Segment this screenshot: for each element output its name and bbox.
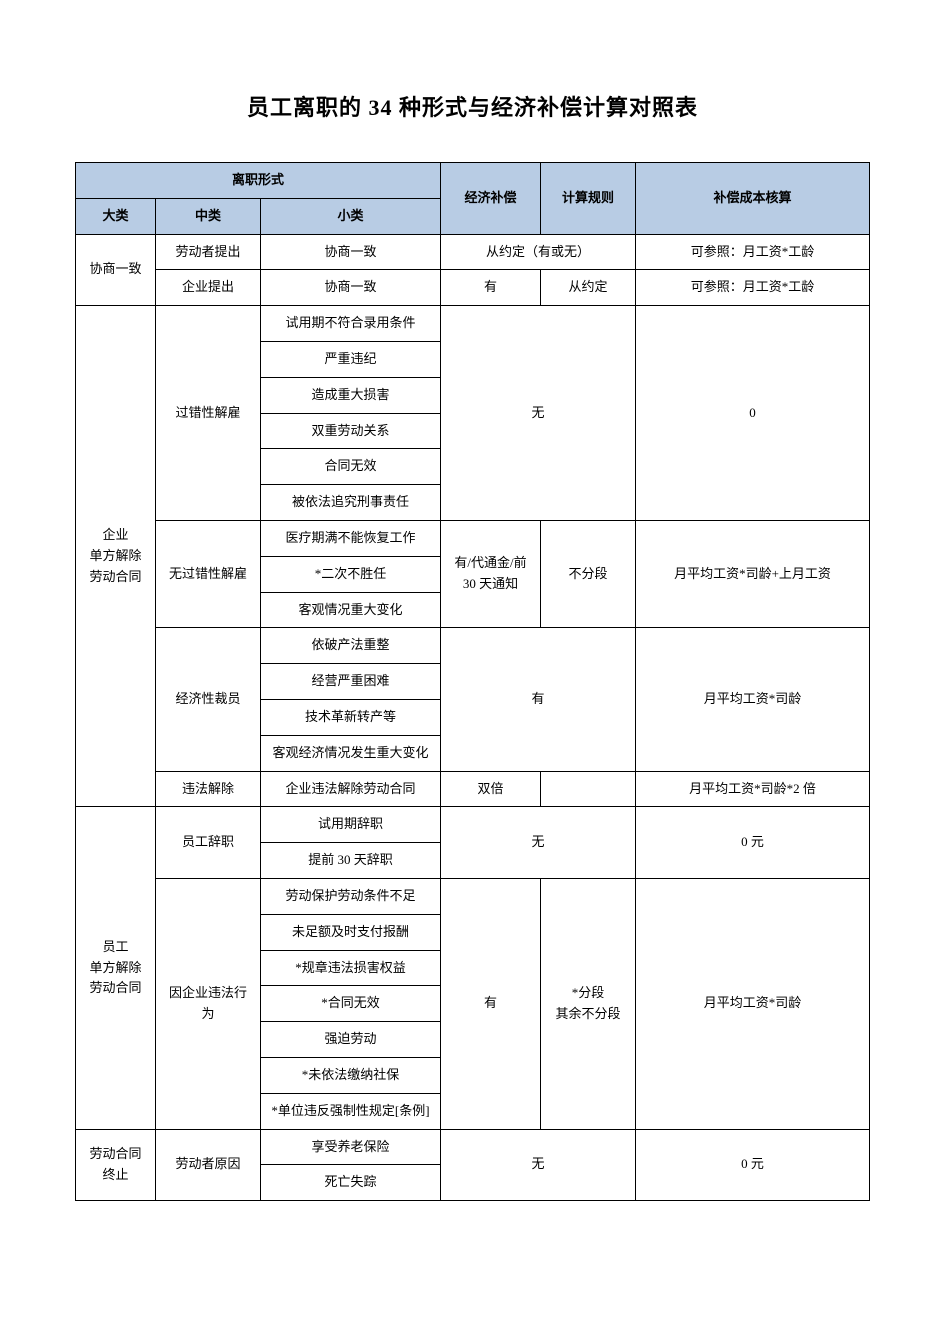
cell-minor: 医疗期满不能恢复工作 (261, 520, 441, 556)
header-form: 离职形式 (76, 163, 441, 199)
header-major: 大类 (76, 198, 156, 234)
cell-minor: 享受养老保险 (261, 1129, 441, 1165)
cell-minor: 依破产法重整 (261, 628, 441, 664)
cell-mid: 过错性解雇 (156, 306, 261, 521)
cell-minor: 严重违纪 (261, 341, 441, 377)
cell-minor: 经营严重困难 (261, 664, 441, 700)
cell-cost: 0 元 (636, 1129, 870, 1201)
cell-mid: 无过错性解雇 (156, 520, 261, 627)
cell-mid: 经济性裁员 (156, 628, 261, 771)
cell-minor: *未依法缴纳社保 (261, 1057, 441, 1093)
cell-comp: 无 (441, 306, 636, 521)
compensation-table: 离职形式 经济补偿 计算规则 补偿成本核算 大类 中类 小类 协商一致 劳动者提… (75, 162, 870, 1201)
cell-minor: 强迫劳动 (261, 1022, 441, 1058)
cell-minor: 双重劳动关系 (261, 413, 441, 449)
cell-minor: 客观经济情况发生重大变化 (261, 735, 441, 771)
header-rule: 计算规则 (541, 163, 636, 235)
cell-minor: 死亡失踪 (261, 1165, 441, 1201)
cell-minor: 未足额及时支付报酬 (261, 914, 441, 950)
cell-minor: *合同无效 (261, 986, 441, 1022)
cell-cost: 月平均工资*司龄*2 倍 (636, 771, 870, 807)
cell-mid: 企业提出 (156, 270, 261, 306)
cell-minor: 提前 30 天辞职 (261, 843, 441, 879)
cell-minor: 造成重大损害 (261, 377, 441, 413)
cell-rule: 从约定 (541, 270, 636, 306)
cell-rule (541, 771, 636, 807)
cell-minor: 协商一致 (261, 270, 441, 306)
cell-major: 员工单方解除劳动合同 (76, 807, 156, 1129)
cell-comp: 有 (441, 628, 636, 771)
cell-rule: 不分段 (541, 520, 636, 627)
cell-cost: 0 (636, 306, 870, 521)
cell-major: 劳动合同终止 (76, 1129, 156, 1201)
cell-mid: 员工辞职 (156, 807, 261, 879)
cell-minor: 试用期辞职 (261, 807, 441, 843)
cell-minor: 试用期不符合录用条件 (261, 306, 441, 342)
cell-mid: 劳动者提出 (156, 234, 261, 270)
cell-minor: *规章违法损害权益 (261, 950, 441, 986)
cell-comp: 从约定（有或无） (441, 234, 636, 270)
cell-rule: *分段其余不分段 (541, 878, 636, 1129)
cell-comp: 双倍 (441, 771, 541, 807)
header-comp: 经济补偿 (441, 163, 541, 235)
cell-major: 协商一致 (76, 234, 156, 306)
cell-comp: 无 (441, 807, 636, 879)
cell-minor: 被依法追究刑事责任 (261, 485, 441, 521)
cell-cost: 0 元 (636, 807, 870, 879)
page-title: 员工离职的 34 种形式与经济补偿计算对照表 (75, 90, 870, 122)
cell-minor: 协商一致 (261, 234, 441, 270)
cell-cost: 月平均工资*司龄 (636, 628, 870, 771)
cell-minor: 合同无效 (261, 449, 441, 485)
cell-comp: 有 (441, 270, 541, 306)
cell-major: 企业单方解除劳动合同 (76, 306, 156, 807)
header-minor: 小类 (261, 198, 441, 234)
cell-cost: 月平均工资*司龄 (636, 878, 870, 1129)
header-cost: 补偿成本核算 (636, 163, 870, 235)
cell-minor: *单位违反强制性规定[条例] (261, 1093, 441, 1129)
cell-comp: 有 (441, 878, 541, 1129)
cell-mid: 劳动者原因 (156, 1129, 261, 1201)
cell-comp: 有/代通金/前30 天通知 (441, 520, 541, 627)
header-mid: 中类 (156, 198, 261, 234)
cell-minor: 技术革新转产等 (261, 699, 441, 735)
cell-cost: 可参照：月工资*工龄 (636, 270, 870, 306)
cell-mid: 因企业违法行为 (156, 878, 261, 1129)
cell-cost: 可参照：月工资*工龄 (636, 234, 870, 270)
cell-mid: 违法解除 (156, 771, 261, 807)
cell-comp: 无 (441, 1129, 636, 1201)
cell-minor: 劳动保护劳动条件不足 (261, 878, 441, 914)
cell-minor: 客观情况重大变化 (261, 592, 441, 628)
cell-cost: 月平均工资*司龄+上月工资 (636, 520, 870, 627)
cell-minor: *二次不胜任 (261, 556, 441, 592)
cell-minor: 企业违法解除劳动合同 (261, 771, 441, 807)
